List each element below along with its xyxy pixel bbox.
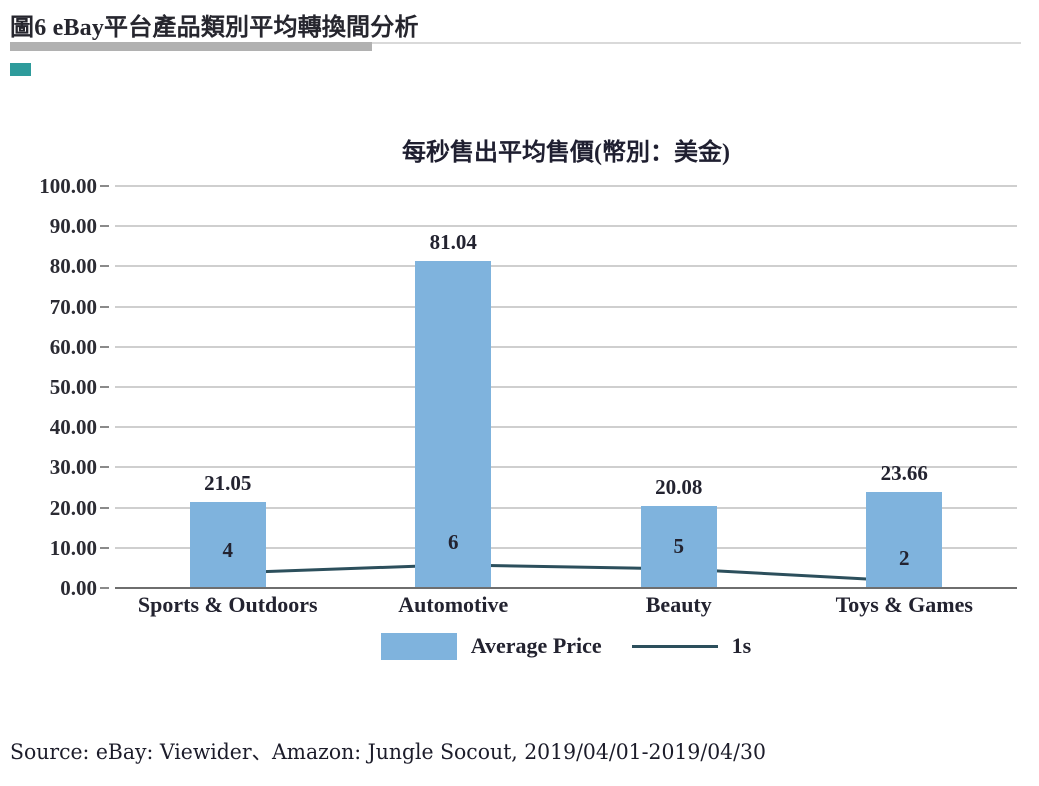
line-point-label: 4 [222, 537, 234, 562]
bar [640, 506, 717, 587]
y-tick-mark [100, 225, 109, 228]
line-point-label: 5 [673, 533, 685, 558]
y-tick-label: 100.00 [39, 174, 97, 198]
legend-bar-swatch [380, 632, 457, 660]
line-series [226, 563, 906, 583]
accent-square [10, 63, 31, 76]
gridline [115, 305, 1017, 308]
gridline [115, 506, 1017, 509]
gridline [115, 265, 1017, 268]
heading-rule-thin [10, 42, 1021, 44]
x-axis: Sports & Outdoors Automotive Beauty Toys & … [115, 592, 1017, 620]
category-label: Sports & Outdoors [137, 592, 318, 617]
y-tick-label: 90.00 [49, 214, 97, 239]
y-tick-mark [100, 345, 109, 348]
source-note: Source: eBay: Viewider、Amazon: Jungle So… [10, 740, 766, 764]
bar-value-label: 23.66 [880, 460, 928, 485]
x-axis-line [115, 587, 1017, 589]
section-heading: 圖6 eBay平台產品類別平均轉換間分析 [10, 15, 419, 41]
bar-value-label: 81.04 [429, 230, 477, 255]
y-tick-mark [100, 185, 109, 187]
category-label: Beauty [645, 592, 712, 617]
bar-value-label: 20.08 [655, 475, 703, 500]
y-tick-label: 20.00 [49, 495, 97, 520]
line-point-label: 2 [899, 545, 910, 570]
y-tick-label: 0.00 [60, 576, 97, 600]
gridline [115, 466, 1017, 469]
gridline [115, 185, 1017, 187]
category-label: Automotive [398, 592, 509, 617]
legend-line-swatch [631, 644, 718, 648]
chart-legend: Average Price 1s [115, 630, 1017, 662]
y-tick-mark [100, 305, 109, 308]
chart-title: 每秒售出平均售價(幣別：美金) [402, 140, 730, 166]
y-tick-label: 50.00 [49, 375, 97, 399]
gridline [115, 546, 1017, 549]
bar-value-label: 21.05 [204, 471, 252, 496]
category-label: Toys & Games [835, 592, 973, 617]
bar [866, 491, 943, 587]
y-axis: 0.00 10.00 20.00 30.00 40.00 50.00 60.00 70.00 8… [0, 174, 97, 600]
y-tick-mark [100, 265, 109, 268]
y-tick-label: 40.00 [49, 415, 97, 440]
y-tick-mark [100, 506, 109, 509]
y-tick-label: 10.00 [49, 535, 97, 560]
y-tick-label: 70.00 [49, 294, 97, 319]
y-tick-label: 60.00 [49, 334, 97, 359]
y-tick-mark [100, 466, 109, 469]
gridline [115, 225, 1017, 228]
y-tick-label: 80.00 [49, 254, 97, 279]
bar [415, 261, 492, 587]
line-point-label: 6 [448, 529, 459, 554]
y-tick-mark [100, 386, 109, 388]
heading-rule-thick [10, 42, 372, 51]
y-tick-label: 30.00 [49, 455, 97, 480]
series-line-path [226, 563, 906, 583]
legend-label-1s: 1s [731, 633, 752, 658]
y-tick-mark [100, 546, 109, 549]
y-tick-mark [100, 587, 109, 589]
bar [189, 502, 266, 587]
legend-label-average-price: Average Price [470, 633, 602, 658]
gridline [115, 386, 1017, 388]
plot-area: 21.05 4 81.04 6 20.08 5 23.66 2 [100, 185, 1017, 589]
gridline [115, 345, 1017, 348]
y-tick-mark [100, 426, 109, 429]
gridline [115, 426, 1017, 429]
